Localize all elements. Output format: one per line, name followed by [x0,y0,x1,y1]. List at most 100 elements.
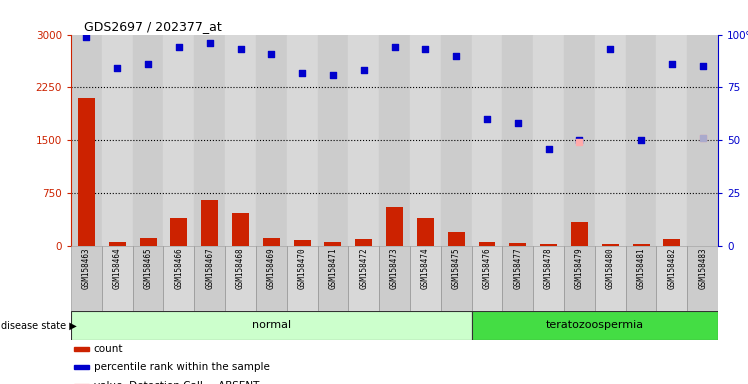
Bar [503,35,533,246]
Point [512,120,524,126]
Bar [471,246,503,311]
Text: value, Detection Call = ABSENT: value, Detection Call = ABSENT [94,381,259,384]
Bar [441,246,471,311]
Bar [263,238,280,246]
Point [420,46,432,53]
Bar [355,240,373,246]
Point [481,116,493,122]
Bar [286,246,318,311]
Text: GSM158473: GSM158473 [390,248,399,289]
Point [142,61,154,67]
Text: GSM158476: GSM158476 [482,248,491,289]
Point [111,65,123,71]
Point [81,34,93,40]
Bar [74,347,88,351]
Bar [325,242,341,246]
Point [574,137,586,143]
Bar [108,242,126,246]
Text: GSM158472: GSM158472 [359,248,368,289]
Point [696,63,708,70]
Bar [564,35,595,246]
Bar [74,366,88,369]
Bar [232,214,249,246]
Point [696,135,708,141]
Point [203,40,215,46]
Bar [540,244,557,246]
Bar [140,238,156,246]
Bar [194,35,225,246]
Text: GSM158469: GSM158469 [267,248,276,289]
Bar [256,246,286,311]
Text: GSM158483: GSM158483 [698,248,707,289]
Text: percentile rank within the sample: percentile rank within the sample [94,362,269,372]
Bar [349,246,379,311]
Bar [417,218,434,246]
Bar [379,35,410,246]
Bar [71,35,102,246]
Text: disease state ▶: disease state ▶ [1,320,76,331]
Bar [410,246,441,311]
Bar [602,244,619,246]
Text: GSM158480: GSM158480 [606,248,615,289]
Bar [595,35,625,246]
Text: GSM158481: GSM158481 [637,248,646,289]
Text: GSM158463: GSM158463 [82,248,91,289]
Bar [71,246,102,311]
Point [173,44,185,50]
Text: normal: normal [252,320,291,331]
Bar [225,35,256,246]
Bar [471,35,503,246]
Text: GSM158465: GSM158465 [144,248,153,289]
Text: GSM158477: GSM158477 [513,248,522,289]
Bar [625,35,657,246]
Text: GSM158474: GSM158474 [421,248,430,289]
Bar [171,218,187,246]
Bar [503,246,533,311]
Text: teratozoospermia: teratozoospermia [546,320,644,331]
Text: GDS2697 / 202377_at: GDS2697 / 202377_at [84,20,221,33]
Bar [663,240,681,246]
Text: GSM158471: GSM158471 [328,248,337,289]
Bar [657,246,687,311]
Bar [132,246,164,311]
Bar [571,222,588,246]
Text: GSM158464: GSM158464 [113,248,122,289]
Bar [471,311,718,340]
Bar [102,246,132,311]
Bar [410,35,441,246]
Bar [509,243,527,246]
Point [266,51,278,57]
Bar [533,246,564,311]
Bar [379,246,410,311]
Bar [194,246,225,311]
Bar [225,246,256,311]
Point [235,46,247,53]
Bar [78,98,95,246]
Bar [286,35,318,246]
Point [604,46,616,53]
Bar [448,232,465,246]
Bar [318,35,349,246]
Text: GSM158475: GSM158475 [452,248,461,289]
Text: GSM158479: GSM158479 [575,248,584,289]
Bar [318,246,349,311]
Text: count: count [94,344,123,354]
Bar [201,200,218,246]
Bar [164,35,194,246]
Bar [386,207,403,246]
Point [327,72,339,78]
Bar [595,246,625,311]
Text: GSM158478: GSM158478 [544,248,553,289]
Bar [687,246,718,311]
Bar [687,35,718,246]
Bar [132,35,164,246]
Point [450,53,462,59]
Bar [441,35,471,246]
Text: GSM158468: GSM158468 [236,248,245,289]
Bar [479,242,495,246]
Bar [633,244,649,246]
Bar [294,240,310,246]
Text: GSM158466: GSM158466 [174,248,183,289]
Point [696,135,708,141]
Bar [256,35,286,246]
